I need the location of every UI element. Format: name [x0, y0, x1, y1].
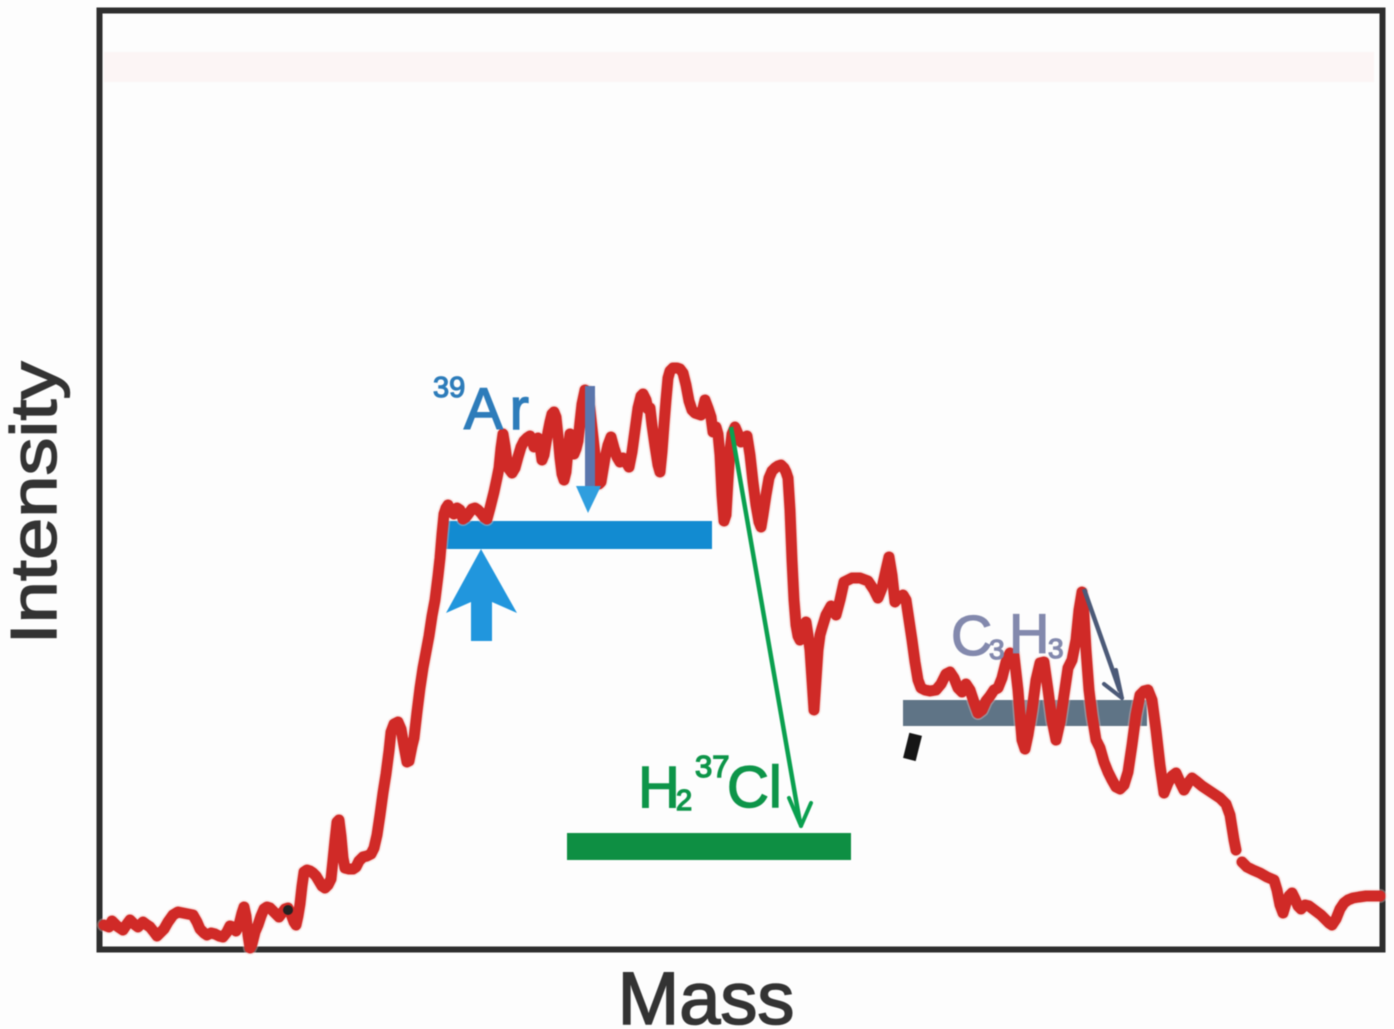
- svg-text:H: H: [1009, 602, 1049, 665]
- svg-text:Intensity: Intensity: [0, 361, 71, 644]
- svg-text:C: C: [951, 604, 992, 668]
- svg-text:3: 3: [1048, 633, 1064, 664]
- svg-text:39: 39: [433, 372, 465, 404]
- svg-text:Cl: Cl: [727, 755, 782, 820]
- svg-text:37: 37: [695, 749, 729, 784]
- svg-text:H: H: [638, 755, 680, 820]
- svg-text:3: 3: [989, 634, 1005, 665]
- svg-text:Mass: Mass: [618, 957, 795, 1029]
- svg-text:2: 2: [676, 785, 692, 817]
- svg-text:Ar: Ar: [464, 377, 536, 442]
